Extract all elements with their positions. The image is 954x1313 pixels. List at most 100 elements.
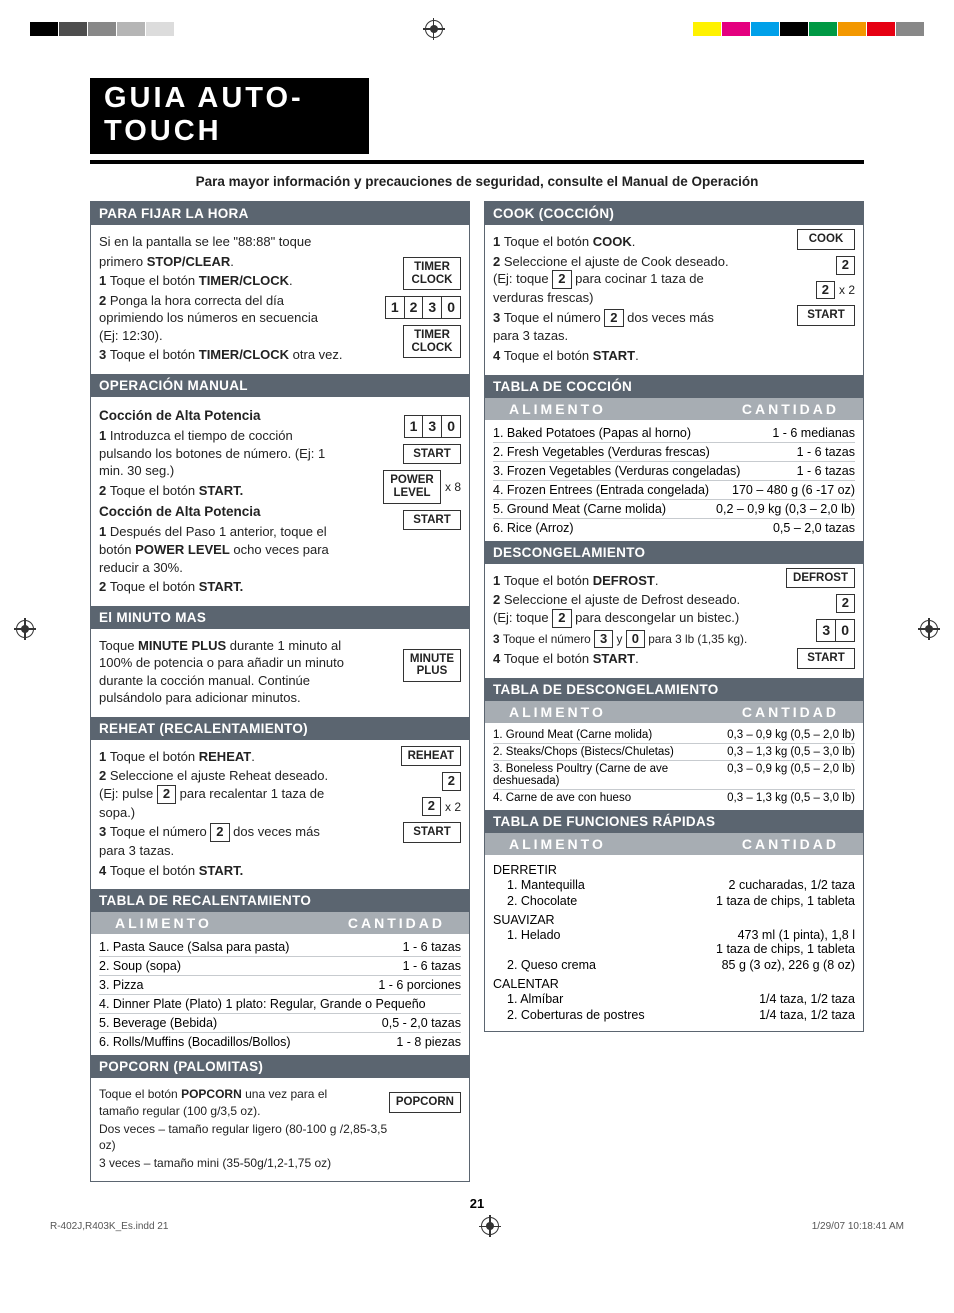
start-button: START	[403, 822, 461, 843]
table-columns: ALIMENTO CANTIDAD	[485, 701, 863, 723]
text: START.	[199, 579, 244, 594]
text: Si en la pantalla se lee "88:88" toque	[99, 234, 311, 249]
text: TIMER/CLOCK	[199, 273, 289, 288]
minute-head: El MINUTO MAS	[91, 606, 469, 629]
gray-blocks	[30, 22, 174, 36]
cook-table-head: TABLA DE COCCIÓN	[485, 375, 863, 398]
title-rule	[90, 160, 864, 164]
table-row: 3. Frozen Vegetables (Verduras congelada…	[493, 462, 855, 481]
table-row: 4. Dinner Plate (Plato) 1 plato: Regular…	[99, 995, 461, 1014]
col-food: ALIMENTO	[509, 704, 606, 720]
text: para 3 lb (1,35 kg).	[645, 632, 747, 646]
col-food: ALIMENTO	[115, 915, 212, 931]
table-row: 5. Ground Meat (Carne molida)0,2 – 0,9 k…	[493, 500, 855, 519]
clock-head: PARA FIJAR LA HORA	[91, 202, 469, 225]
quick-category: DERRETIR	[493, 859, 855, 877]
power-level-button: POWERLEVEL	[383, 470, 441, 503]
defrost-button: DEFROST	[786, 568, 855, 589]
page-number: 21	[90, 1196, 864, 1211]
text: Toque el botón	[504, 348, 593, 363]
text: POWER LEVEL	[135, 542, 230, 557]
popcorn-button: POPCORN	[389, 1092, 461, 1113]
table-row: 5. Beverage (Bebida)0,5 - 2,0 tazas	[99, 1014, 461, 1033]
digit-entry: 30	[816, 619, 855, 642]
reheat-table-head: TABLA DE RECALENTAMIENTO	[91, 889, 469, 912]
text: Toque el botón	[110, 863, 199, 878]
text: Dos veces – tamaño regular ligero (80-10…	[99, 1121, 389, 1153]
reheat-head: REHEAT (RECALENTAMIENTO)	[91, 717, 469, 740]
text: Toque el botón	[504, 573, 593, 588]
text: otra vez.	[289, 347, 342, 362]
table-row: 2. Soup (sopa)1 - 6 tazas	[99, 957, 461, 976]
col-qty: CANTIDAD	[742, 704, 839, 720]
text: Toque el número	[110, 824, 210, 839]
cook-button: COOK	[797, 229, 855, 250]
digit-2: 2	[836, 256, 855, 275]
timer-clock-button: TIMERCLOCK	[403, 257, 461, 290]
text: Ponga la hora correcta del día oprimiend…	[99, 293, 318, 343]
digit-2: 2	[422, 797, 441, 816]
text: Introduzca el tiempo de cocción pulsando…	[99, 428, 325, 478]
text: x 2	[839, 282, 855, 298]
left-column: PARA FIJAR LA HORA TIMERCLOCK 1230 TIMER…	[90, 201, 470, 1182]
right-column: COOK (COCCIÓN) COOK 2 2x 2 START 1 Toque…	[484, 201, 864, 1182]
text: primero	[99, 254, 147, 269]
text: Toque el número	[504, 310, 604, 325]
reheat-button: REHEAT	[401, 746, 461, 767]
quick-item: 1. Helado473 ml (1 pinta), 1,8 l 1 taza …	[493, 927, 855, 957]
col-food: ALIMENTO	[509, 836, 606, 852]
col-qty: CANTIDAD	[742, 401, 839, 417]
text: START.	[199, 483, 244, 498]
text: x 2	[445, 799, 461, 815]
manual-head: OPERACIÓN MANUAL	[91, 374, 469, 397]
col-qty: CANTIDAD	[348, 915, 445, 931]
start-button: START	[403, 510, 461, 531]
text: Toque el número	[503, 632, 594, 646]
reheat-table: 1. Pasta Sauce (Salsa para pasta)1 - 6 t…	[91, 934, 469, 1055]
registration-marks-top	[0, 0, 954, 48]
registration-target-icon	[481, 1217, 499, 1235]
page-title-band: GUIA AUTO-TOUCH	[90, 78, 369, 154]
defrost-head: DESCONGELAMIENTO	[485, 541, 863, 564]
start-button: START	[403, 444, 461, 465]
quick-item: 2. Coberturas de postres1/4 taza, 1/2 ta…	[493, 1007, 855, 1023]
cook-panel: COOK (COCCIÓN) COOK 2 2x 2 START 1 Toque…	[484, 201, 864, 1032]
footer: R-402J,R403K_Es.indd 21 1/29/07 10:18:41…	[0, 1217, 954, 1251]
table-columns: ALIMENTO CANTIDAD	[485, 833, 863, 855]
text: Toque el botón	[504, 234, 593, 249]
quick-item: 1. Almíbar1/4 taza, 1/2 taza	[493, 991, 855, 1007]
quick-category: CALENTAR	[493, 973, 855, 991]
text: DEFROST	[593, 573, 655, 588]
text: START.	[199, 863, 244, 878]
footer-left: R-402J,R403K_Es.indd 21	[50, 1221, 168, 1232]
table-row: 4. Frozen Entrees (Entrada congelada)170…	[493, 481, 855, 500]
text: para descongelar un bistec.)	[572, 610, 740, 625]
text: Toque el botón	[110, 483, 199, 498]
start-button: START	[797, 648, 855, 669]
clock-panel: PARA FIJAR LA HORA TIMERCLOCK 1230 TIMER…	[90, 201, 470, 1182]
text: y	[613, 632, 625, 646]
timer-clock-button: TIMERCLOCK	[403, 325, 461, 358]
col-food: ALIMENTO	[509, 401, 606, 417]
defrost-table-head: TABLA DE DESCONGELAMIENTO	[485, 678, 863, 701]
text: 3 veces – tamaño mini (35-50g/1,2-1,75 o…	[99, 1155, 461, 1171]
cook-head: COOK (COCCIÓN)	[485, 202, 863, 225]
col-qty: CANTIDAD	[742, 836, 839, 852]
text: TIMER/CLOCK	[199, 347, 289, 362]
quick-table: DERRETIR1. Mantequilla2 cucharadas, 1/2 …	[485, 855, 863, 1031]
cook-table: 1. Baked Potatoes (Papas al horno)1 - 6 …	[485, 420, 863, 541]
text: Toque el botón	[99, 1087, 181, 1101]
digit-2: 2	[836, 594, 855, 613]
table-row: 3. Boneless Poultry (Carne de ave deshue…	[493, 761, 855, 790]
digit-2: 2	[816, 281, 835, 300]
text: Toque el botón	[110, 273, 199, 288]
text: COOK	[593, 234, 632, 249]
text: MINUTE PLUS	[138, 638, 226, 653]
text: Toque el botón	[110, 749, 199, 764]
quick-item: 2. Chocolate1 taza de chips, 1 tableta	[493, 893, 855, 909]
table-columns: ALIMENTO CANTIDAD	[485, 398, 863, 420]
text: STOP/CLEAR	[147, 254, 231, 269]
table-row: 1. Baked Potatoes (Papas al horno)1 - 6 …	[493, 424, 855, 443]
text: Toque el botón	[110, 347, 199, 362]
color-blocks	[693, 22, 924, 36]
